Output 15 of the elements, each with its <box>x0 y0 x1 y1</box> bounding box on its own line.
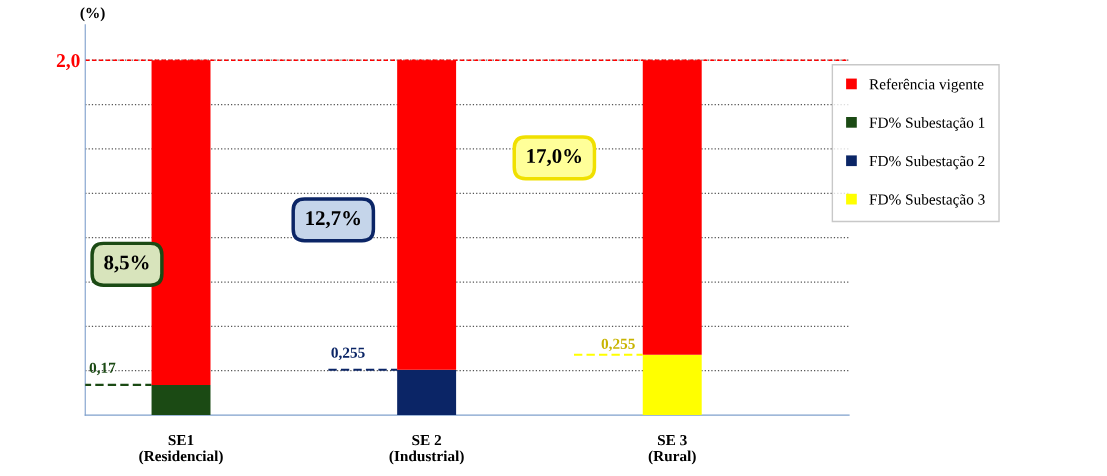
y-tick-label: 2,0 <box>56 54 80 70</box>
annotation: 8,5% <box>104 255 149 273</box>
y-axis-title: (%) <box>80 7 105 22</box>
data-label: 0,255 <box>331 347 365 361</box>
annotation: 12,7% <box>306 211 360 229</box>
annotation: 17,0% <box>527 148 582 167</box>
legend-label: FD% Subestação 2 <box>869 155 985 170</box>
x-tick-label: SE 3 (Rural) <box>648 435 696 465</box>
x-tick-label: SE 2 (Industrial) <box>389 435 464 465</box>
legend-label: FD% Subestação 1 <box>869 117 985 131</box>
legend-label: FD% Subestação 3 <box>869 193 985 208</box>
x-tick-label: SE1 (Residencial) <box>139 435 223 465</box>
data-label: 0,17 <box>89 362 116 376</box>
legend-label: Referência vigente <box>869 78 984 93</box>
annotation: 0,255 <box>601 338 635 352</box>
